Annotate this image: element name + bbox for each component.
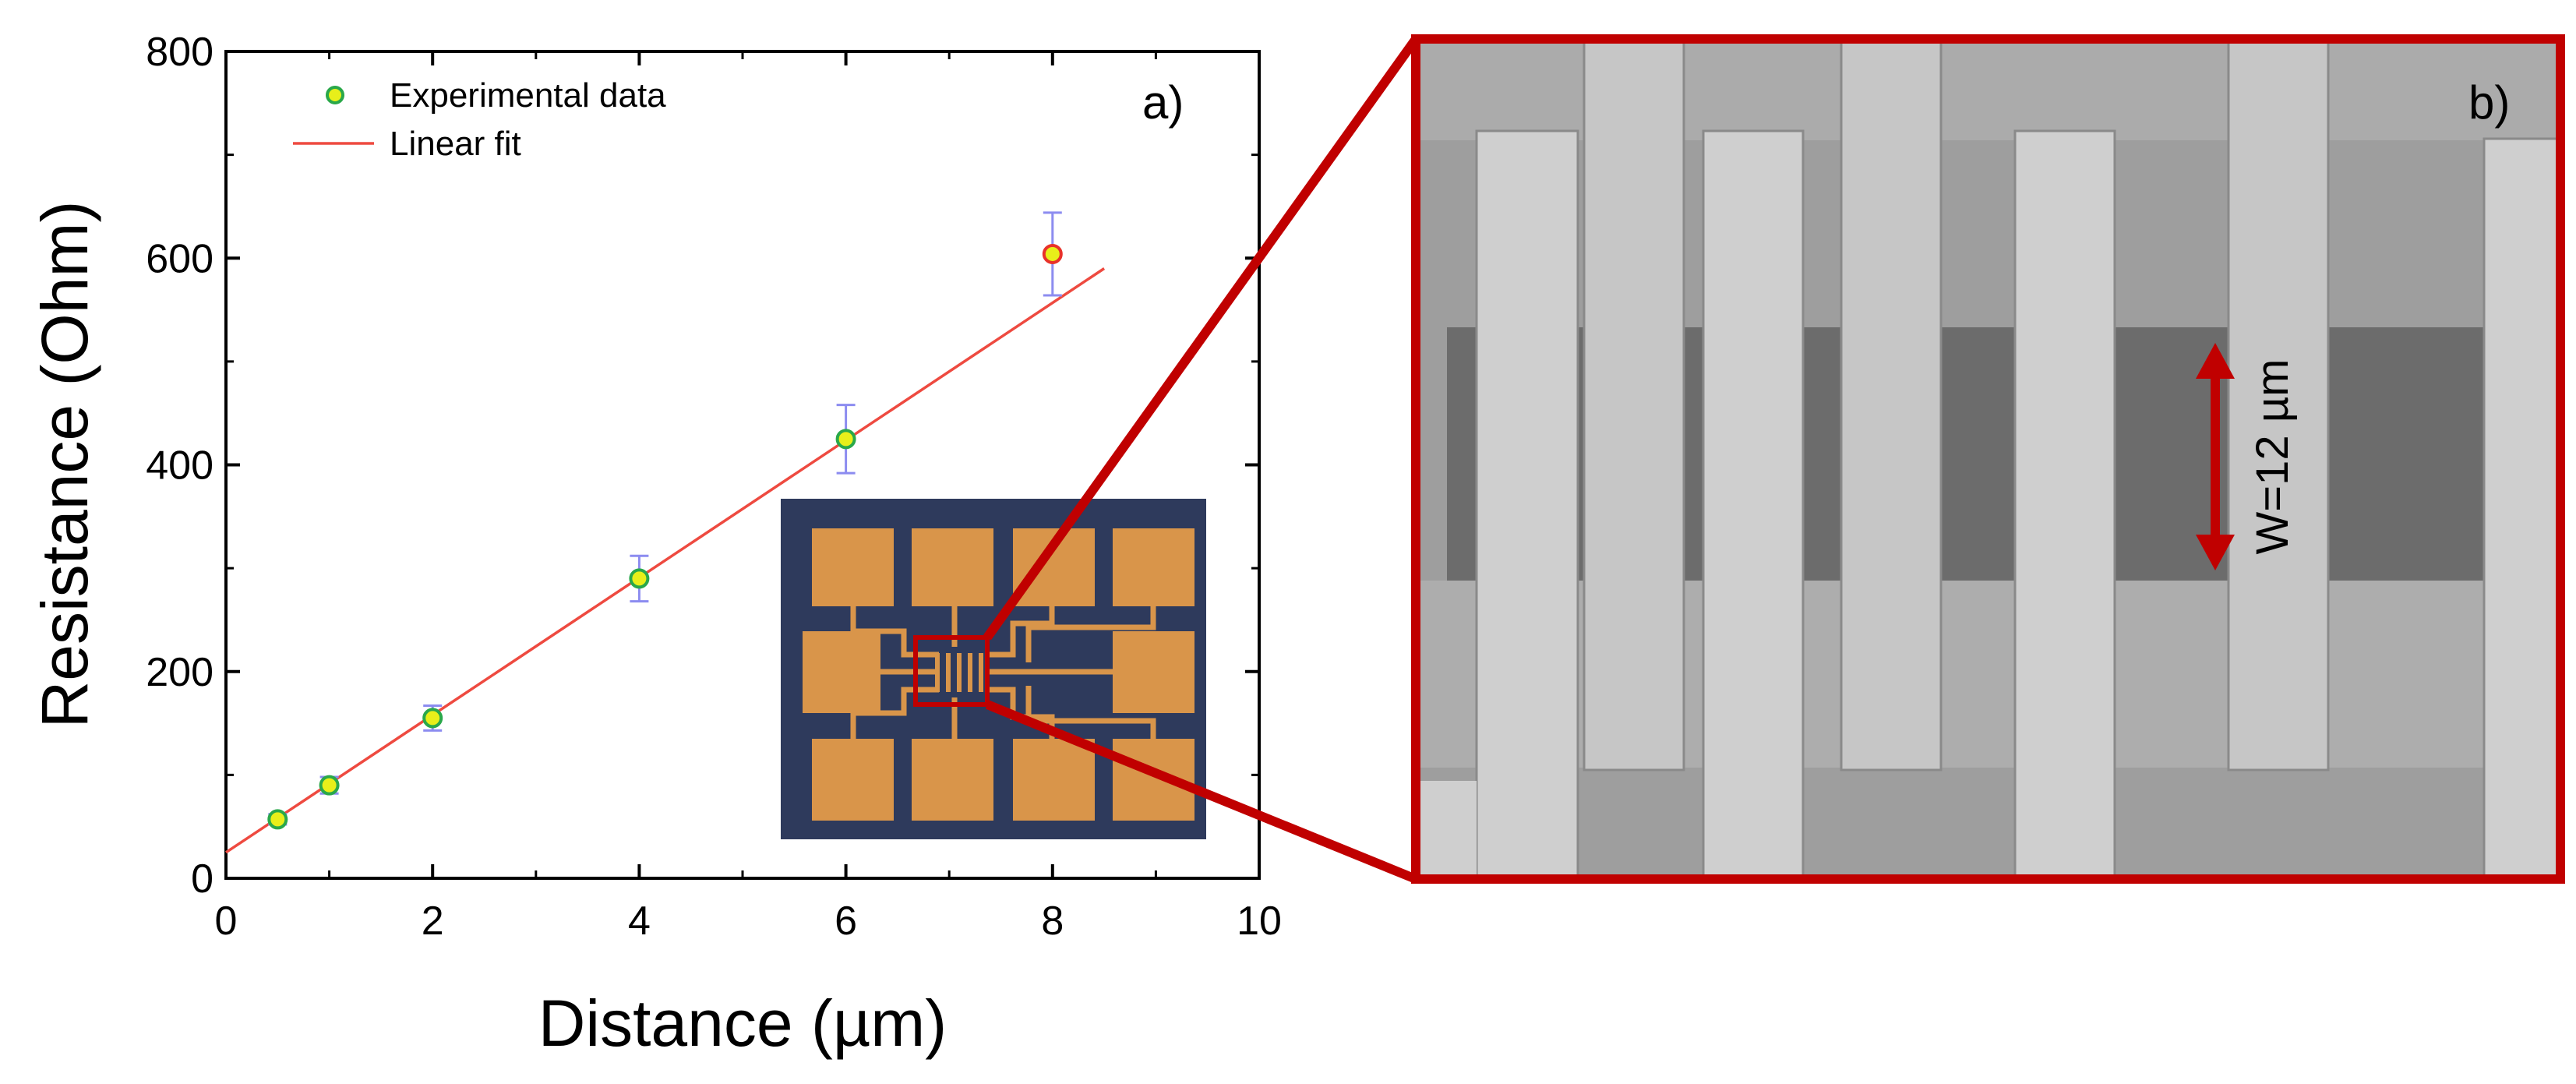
sem-fingers-top <box>1583 37 2330 772</box>
legend-label-experimental: Experimental data <box>390 76 666 115</box>
data-point <box>835 429 856 450</box>
chip-pads <box>803 528 1194 821</box>
y-tick-label: 600 <box>146 236 213 281</box>
sem-zoom-frame <box>1411 34 2565 884</box>
data-point <box>1042 243 1063 264</box>
width-arrow <box>2196 343 2235 570</box>
zoom-connectors <box>983 36 1420 884</box>
x-axis: 0 2 4 6 8 10 <box>215 51 1282 944</box>
panel-label-a: a) <box>1142 76 1184 129</box>
fit-line <box>225 267 1106 854</box>
panel-label-b: b) <box>2468 76 2510 129</box>
sem-fingers-bottom <box>1475 129 2562 881</box>
x-tick-label: 8 <box>1041 899 1064 944</box>
data-point <box>267 809 288 830</box>
chip-zoom-box <box>913 635 990 707</box>
x-axis-label: Distance (µm) <box>538 987 947 1060</box>
x-tick-label: 10 <box>1237 899 1282 944</box>
legend: Experimental data Linear fit <box>293 76 666 163</box>
y-axis-label: Resistance (Ohm) <box>28 201 101 729</box>
data-point <box>319 775 340 796</box>
chart-panel: 0 2 4 6 8 10 0 200 400 600 800 Distance (µm) Resi… <box>28 30 1282 1060</box>
x-tick-label: 6 <box>835 899 857 944</box>
x-tick-label: 4 <box>628 899 651 944</box>
data-points <box>267 243 1063 830</box>
data-point <box>629 568 650 589</box>
x-tick-label: 2 <box>422 899 444 944</box>
y-tick-label: 800 <box>146 30 213 75</box>
y-tick-label: 0 <box>191 856 213 902</box>
sem-image-panel: W=12 µm b) <box>1411 34 2565 884</box>
width-annotation: W=12 µm <box>2247 359 2298 555</box>
legend-label-fit: Linear fit <box>390 125 521 163</box>
x-tick-label: 0 <box>215 899 238 944</box>
sem-bottom-contact <box>1416 781 1477 879</box>
chip-inset-photo <box>781 499 1206 839</box>
legend-marker-experimental <box>326 86 344 104</box>
chip-fingers <box>935 653 983 692</box>
y-axis: 0 200 400 600 800 <box>146 30 1259 902</box>
data-point <box>422 708 443 729</box>
y-tick-label: 200 <box>146 650 213 695</box>
y-tick-label: 400 <box>146 443 213 489</box>
